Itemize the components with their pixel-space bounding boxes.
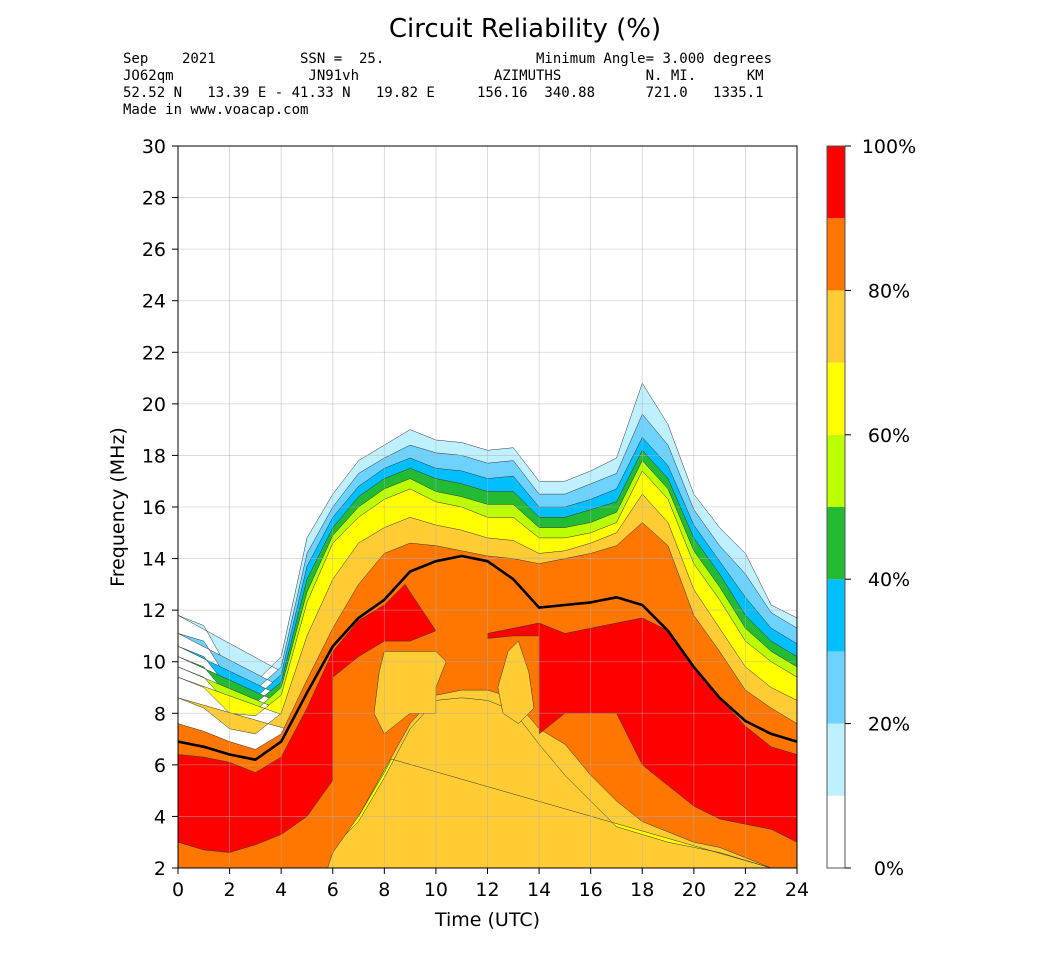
contour-90-8 [177, 584, 437, 853]
x-tick-label: 14 [527, 879, 551, 901]
colorbar-level [827, 723, 845, 796]
colorbar-level [827, 651, 845, 724]
x-tick-label: 12 [475, 879, 499, 901]
header-line-locators: JO62qm JN91vh AZIMUTHS N. MI. KM [123, 68, 764, 84]
median-line [177, 554, 798, 762]
x-tick-label: 0 [172, 879, 184, 901]
y-tick-label: 18 [142, 445, 166, 467]
colorbar-tick-label: 0% [874, 858, 904, 880]
y-tick-label: 8 [154, 703, 166, 725]
colorbar-level [827, 507, 845, 580]
y-tick-label: 22 [142, 342, 166, 364]
y-tick-label: 14 [142, 549, 166, 571]
colorbar-tick-label: 80% [868, 280, 910, 302]
colorbar-level [827, 579, 845, 652]
y-tick-label: 16 [142, 497, 166, 519]
y-tick-label: 30 [142, 136, 166, 158]
colorbar-level [827, 218, 845, 291]
x-tick-label: 16 [579, 879, 603, 901]
x-tick-label: 18 [630, 879, 654, 901]
y-tick-label: 26 [142, 239, 166, 261]
x-tick-label: 20 [682, 879, 706, 901]
y-tick-label: 20 [142, 394, 166, 416]
colorbar-level [827, 795, 845, 868]
colorbar-tick-label: 60% [868, 425, 910, 447]
y-tick-label: 4 [154, 806, 166, 828]
colorbar-tick-label: 100% [862, 136, 916, 158]
colorbar-level [827, 146, 845, 219]
colorbar-tick-label: 20% [868, 714, 910, 736]
x-tick-label: 4 [275, 879, 287, 901]
colorbar: 0% 20% 40% 60% 80% 100% [826, 136, 916, 880]
colorbar-level [827, 434, 845, 507]
y-tick-label: 6 [154, 755, 166, 777]
x-tick-label: 10 [424, 879, 448, 901]
y-tick-label: 28 [142, 188, 166, 210]
x-axis-label: Time (UTC) [434, 909, 540, 931]
y-tick-label: 2 [154, 858, 166, 880]
chart-title: Circuit Reliability (%) [388, 14, 662, 44]
y-axis-label: Frequency (MHz) [107, 427, 129, 587]
colorbar-level [827, 290, 845, 363]
x-axis: 0 2 4 6 8 10 12 14 16 18 20 22 24 [172, 868, 809, 901]
colorbar-tick-label: 40% [868, 569, 910, 591]
y-tick-label: 24 [142, 291, 166, 313]
header-line-credit: Made in www.voacap.com [123, 102, 309, 118]
header-line-date-ssn: Sep 2021 SSN = 25. Minimum Angle= 3.000 … [123, 51, 773, 67]
y-tick-label: 10 [142, 652, 166, 674]
y-tick-label: 12 [142, 600, 166, 622]
median-frequency-line [177, 554, 798, 762]
header-line-coordinates: 52.52 N 13.39 E - 41.33 N 19.82 E 156.16… [123, 85, 764, 101]
x-tick-label: 22 [733, 879, 757, 901]
x-tick-label: 6 [327, 879, 339, 901]
x-tick-label: 24 [785, 879, 809, 901]
colorbar-level [827, 362, 845, 435]
x-tick-label: 2 [224, 879, 236, 901]
x-tick-label: 8 [378, 879, 390, 901]
colorbar-frame [826, 145, 846, 869]
